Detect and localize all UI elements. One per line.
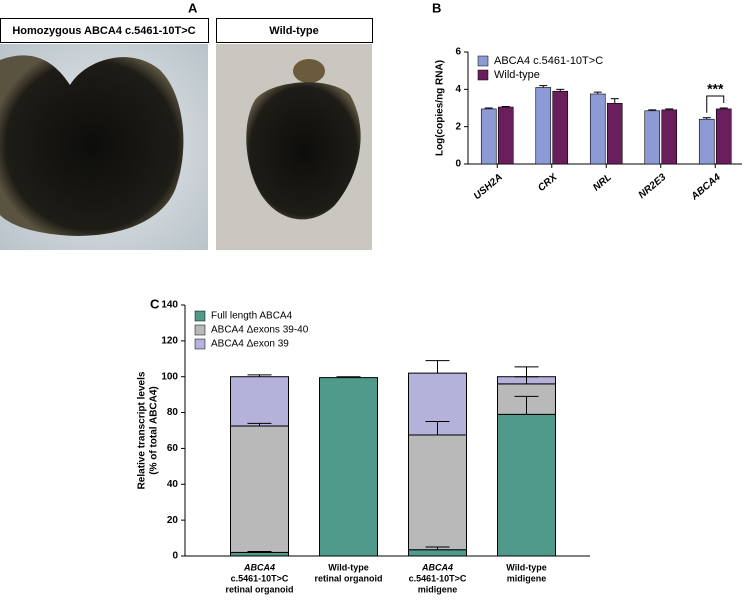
error-bar	[336, 376, 361, 378]
bar	[698, 118, 715, 165]
error-bar	[425, 546, 450, 550]
bar-segment	[408, 434, 467, 551]
legend-label: Wild-type	[494, 69, 540, 81]
y-tick-label: 4	[455, 84, 461, 95]
y-tick-label: 0	[172, 551, 178, 562]
x-tick-label: Wild-type	[328, 562, 368, 572]
error-bar	[719, 107, 728, 109]
y-tick-label: 20	[167, 515, 179, 526]
legend-swatch	[477, 69, 489, 81]
x-tick-label: CRX	[536, 171, 560, 194]
bar	[715, 108, 732, 165]
error-bar	[247, 374, 272, 377]
x-tick-label: ABCA4	[421, 562, 453, 572]
bar	[497, 106, 514, 165]
x-tick-label: retinal organoid	[225, 584, 293, 594]
legend-swatch	[477, 55, 489, 67]
micrograph	[0, 44, 208, 250]
significance-bracket	[706, 95, 725, 113]
bar	[661, 109, 678, 165]
y-tick-label: 140	[161, 300, 178, 311]
x-tick-label: Wild-type	[506, 562, 546, 572]
legend-label: ABCA4 Δexons 39-40	[211, 325, 309, 336]
y-axis-label: Relative transcript levels	[137, 371, 148, 489]
legend-swatch	[194, 338, 206, 350]
error-bar	[501, 106, 510, 108]
bar	[552, 90, 569, 165]
bar-segment	[230, 551, 289, 557]
y-tick-label: 120	[161, 335, 178, 346]
error-bar	[556, 88, 565, 92]
bar-segment	[230, 376, 289, 427]
error-bar	[484, 107, 493, 109]
x-tick-label: midigene	[418, 584, 458, 594]
micrograph	[216, 44, 372, 250]
x-tick-label: c.5461-10T>C	[231, 573, 289, 583]
x-tick-label: NRL	[591, 172, 614, 194]
bar	[480, 108, 497, 165]
panel-label: B	[432, 0, 441, 15]
y-tick-label: 80	[167, 407, 179, 418]
x-tick-label: USH2A	[472, 172, 505, 202]
y-tick-label: 6	[455, 47, 461, 58]
error-bar	[425, 421, 450, 435]
error-bar	[247, 551, 272, 553]
bar-segment	[319, 377, 378, 557]
bar	[589, 93, 606, 165]
panel-label: C	[150, 296, 160, 311]
x-tick-label: ABCA4	[689, 172, 724, 203]
y-tick-label: 100	[161, 371, 178, 382]
annotation: ***	[707, 81, 724, 97]
image-caption: Homozygous ABCA4 c.5461-10T>C	[12, 25, 195, 37]
error-bar	[610, 98, 619, 104]
y-tick-label: 40	[167, 479, 179, 490]
panel-label: A	[188, 0, 198, 15]
x-tick-label: NR2E3	[637, 172, 669, 201]
error-bar	[648, 109, 657, 111]
error-bar	[593, 91, 602, 94]
bar	[535, 87, 552, 165]
error-bar	[702, 117, 711, 120]
error-bar	[665, 108, 674, 110]
y-tick-label: 60	[167, 443, 179, 454]
y-tick-label: 0	[455, 159, 461, 170]
legend-label: ABCA4 Δexon 39	[211, 339, 289, 350]
error-bar	[539, 85, 548, 88]
legend-swatch	[194, 310, 206, 322]
legend-label: Full length ABCA4	[211, 311, 293, 322]
error-bar	[514, 366, 539, 377]
bar	[606, 103, 623, 165]
caption-box	[216, 18, 373, 43]
legend-swatch	[194, 324, 206, 336]
bar-segment	[408, 549, 467, 557]
bar-segment	[230, 425, 289, 553]
y-axis-label: (% of total ABCA4)	[149, 386, 160, 475]
error-bar	[425, 360, 450, 374]
error-bar	[514, 395, 539, 415]
image-caption: Wild-type	[269, 25, 318, 37]
x-tick-label: ABCA4	[243, 562, 275, 572]
x-tick-label: midigene	[507, 573, 547, 583]
bar	[644, 110, 661, 165]
x-tick-label: c.5461-10T>C	[409, 573, 467, 583]
legend-label: ABCA4 c.5461-10T>C	[494, 55, 603, 67]
bar-segment	[497, 413, 556, 557]
y-axis-label: Log(copies/ng RNA)	[435, 60, 446, 156]
y-tick-label: 2	[455, 121, 461, 132]
error-bar	[247, 422, 272, 427]
x-tick-label: retinal organoid	[314, 573, 382, 583]
caption-box	[0, 18, 209, 43]
